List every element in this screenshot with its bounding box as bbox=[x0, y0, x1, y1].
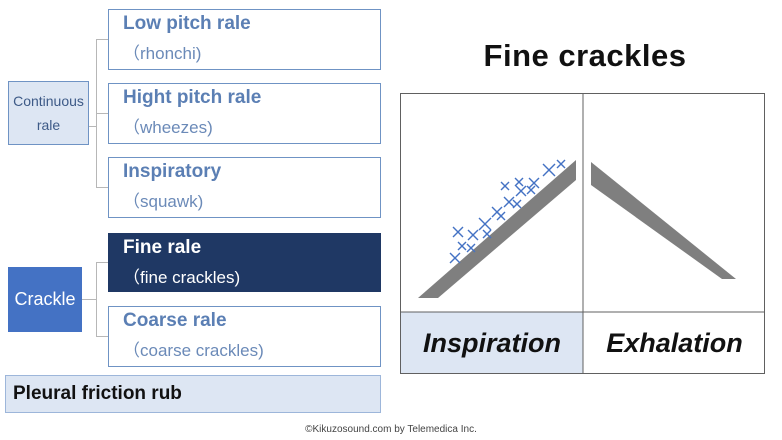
crackle-cross-mark bbox=[457, 241, 467, 251]
exhalation-slope bbox=[591, 162, 736, 279]
item-subtitle: （rhonchi) bbox=[123, 44, 202, 63]
high-pitch-rale-item: Hight pitch rale （wheezes) bbox=[108, 83, 381, 144]
item-title: Coarse rale bbox=[123, 310, 227, 331]
fine-rale-item-selected: Fine rale （fine crackles) bbox=[108, 233, 381, 292]
crackle-cross-mark bbox=[512, 199, 522, 209]
item-title: Hight pitch rale bbox=[123, 87, 262, 108]
connector-line bbox=[96, 113, 108, 114]
exhalation-label: Exhalation bbox=[606, 327, 743, 358]
crackle-cross-mark bbox=[449, 252, 461, 264]
diagram-panel: Inspiration Exhalation bbox=[400, 93, 765, 374]
connector-line bbox=[96, 336, 108, 337]
crackle-cross-mark bbox=[526, 185, 536, 195]
crackle-cross-mark bbox=[482, 229, 492, 239]
item-subtitle: （wheezes) bbox=[123, 118, 213, 137]
coarse-rale-item: Coarse rale （coarse crackles) bbox=[108, 306, 381, 367]
connector-line bbox=[96, 187, 108, 188]
crackle-cross-mark bbox=[528, 177, 540, 189]
item-title: Low pitch rale bbox=[123, 13, 251, 34]
crackle-cross-mark bbox=[503, 196, 515, 208]
crackle-cross-mark bbox=[467, 229, 479, 241]
inspiratory-squawk-item: Inspiratory （squawk) bbox=[108, 157, 381, 218]
crackle-cross-mark bbox=[466, 243, 476, 253]
breath-diagram bbox=[401, 94, 764, 373]
crackle-cross-mark bbox=[514, 177, 524, 187]
item-subtitle: （fine crackles) bbox=[123, 268, 241, 287]
crackle-cross-mark bbox=[452, 226, 464, 238]
inspiration-caption-bg bbox=[401, 312, 583, 373]
connector-line bbox=[96, 39, 108, 40]
fine-crackle-marks bbox=[449, 159, 566, 264]
diagram-title: Fine crackles bbox=[483, 38, 687, 73]
connector-line bbox=[88, 126, 97, 127]
continuous-rale-category: Continuous rale bbox=[8, 81, 89, 145]
crackle-category: Crackle bbox=[8, 267, 82, 332]
item-title: Inspiratory bbox=[123, 161, 222, 182]
crackle-cross-mark bbox=[478, 217, 492, 231]
inspiration-label: Inspiration bbox=[422, 327, 561, 358]
crackle-cross-mark bbox=[515, 185, 527, 197]
copyright-footer: ©Kikuzosound.com by Telemedica Inc. bbox=[305, 424, 477, 435]
crackle-cross-mark bbox=[500, 181, 510, 191]
low-pitch-rale-item: Low pitch rale （rhonchi) bbox=[108, 9, 381, 70]
item-subtitle: （squawk) bbox=[123, 192, 204, 211]
inspiration-slope bbox=[418, 160, 576, 298]
crackle-cross-mark bbox=[496, 211, 506, 221]
connector-line bbox=[96, 262, 97, 337]
crackle-cross-mark bbox=[542, 163, 556, 177]
crackle-cross-mark bbox=[556, 159, 566, 169]
connector-line bbox=[82, 299, 97, 300]
item-subtitle: （coarse crackles) bbox=[123, 341, 264, 360]
pleural-friction-rub-box: Pleural friction rub bbox=[5, 375, 381, 413]
connector-line bbox=[96, 262, 108, 263]
item-title: Fine rale bbox=[123, 237, 202, 258]
